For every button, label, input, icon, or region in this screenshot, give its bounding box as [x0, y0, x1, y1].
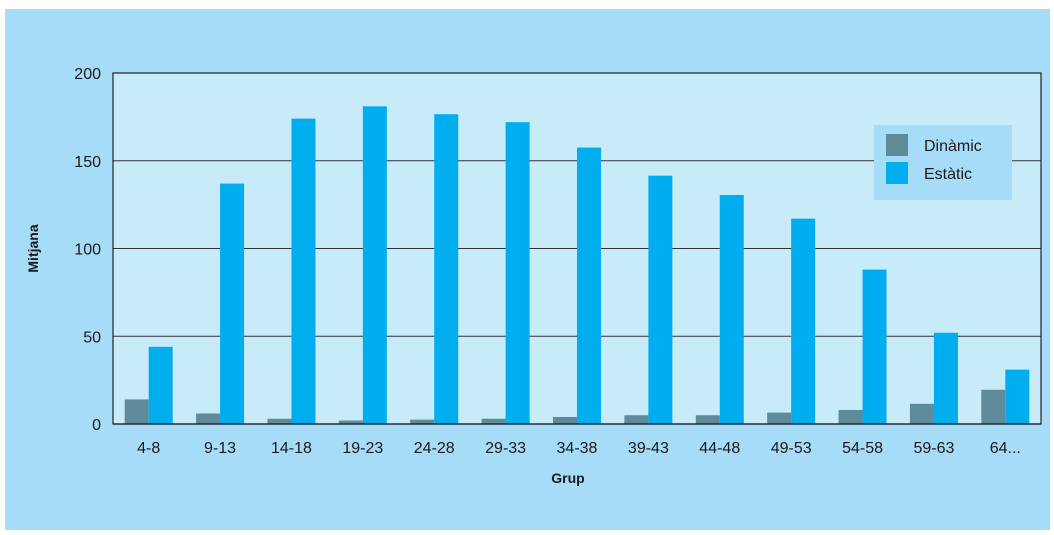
- bar-estatic: [362, 106, 387, 424]
- legend-swatch: [886, 134, 908, 156]
- x-tick-label: 64...: [990, 440, 1021, 457]
- bar-dinamic: [338, 420, 363, 424]
- bar-chart: 0 50 100 150 200 4-8 9-13 14-18 19-23 24-28 29-33…: [25, 66, 1042, 486]
- bar-estatic: [862, 269, 887, 424]
- x-tick-label: 19-23: [342, 440, 383, 457]
- bar-dinamic: [553, 416, 577, 424]
- x-tick-label: 14-18: [271, 440, 312, 457]
- x-tick-label: 39-43: [628, 440, 669, 457]
- x-tick-label: 59-63: [913, 440, 954, 457]
- legend: Dinàmic Estàtic: [874, 125, 1012, 200]
- y-tick-labels: 0 50 100 150 200: [74, 66, 101, 434]
- bar-dinamic: [481, 418, 506, 424]
- bar-dinamic: [838, 409, 863, 424]
- chart-frame: 0 50 100 150 200 4-8 9-13 14-18 19-23 24-28 29-33…: [5, 9, 1050, 530]
- bar-dinamic: [196, 413, 221, 424]
- bar-dinamic: [410, 419, 435, 424]
- legend-swatch: [886, 162, 908, 184]
- bar-estatic: [434, 114, 459, 425]
- y-tick-label: 150: [74, 154, 101, 171]
- x-tick-label: 34-38: [557, 440, 598, 457]
- bar-estatic: [1005, 369, 1030, 424]
- x-tick-label: 9-13: [204, 440, 236, 457]
- y-axis-title: Mitjana: [25, 224, 41, 272]
- x-tick-label: 54-58: [842, 440, 883, 457]
- y-tick-label: 0: [92, 417, 101, 434]
- bar-estatic: [291, 118, 316, 424]
- bar-estatic: [719, 194, 744, 424]
- x-tick-label: 24-28: [414, 440, 455, 457]
- bar-estatic: [577, 147, 601, 424]
- bar-dinamic: [624, 415, 649, 424]
- y-tick-label: 200: [74, 66, 101, 83]
- bar-estatic: [148, 346, 173, 424]
- x-tick-label: 49-53: [771, 440, 812, 457]
- bar-estatic: [933, 332, 958, 424]
- x-tick-label: 44-48: [699, 440, 740, 457]
- y-tick-label: 50: [83, 329, 101, 346]
- x-tick-labels: 4-8 9-13 14-18 19-23 24-28 29-33 34-38 39-43 44-…: [137, 440, 1021, 457]
- bar-dinamic: [695, 415, 720, 424]
- x-tick-label: 29-33: [485, 440, 526, 457]
- bar-dinamic: [124, 399, 149, 424]
- bar-estatic: [648, 175, 673, 424]
- legend-label: Dinàmic: [924, 138, 982, 155]
- bar-dinamic: [909, 403, 934, 424]
- bars: [124, 106, 1030, 425]
- legend-label: Estàtic: [924, 166, 972, 183]
- plot-border: [112, 72, 1042, 425]
- bar-estatic: [220, 183, 245, 424]
- y-tick-label: 100: [74, 242, 101, 259]
- bar-dinamic: [267, 418, 292, 424]
- x-axis-title: Grup: [551, 470, 584, 486]
- bar-dinamic: [767, 412, 792, 424]
- x-tick-label: 4-8: [137, 440, 160, 457]
- bar-estatic: [791, 218, 816, 424]
- bar-estatic: [505, 122, 530, 424]
- bar-dinamic: [981, 389, 1006, 424]
